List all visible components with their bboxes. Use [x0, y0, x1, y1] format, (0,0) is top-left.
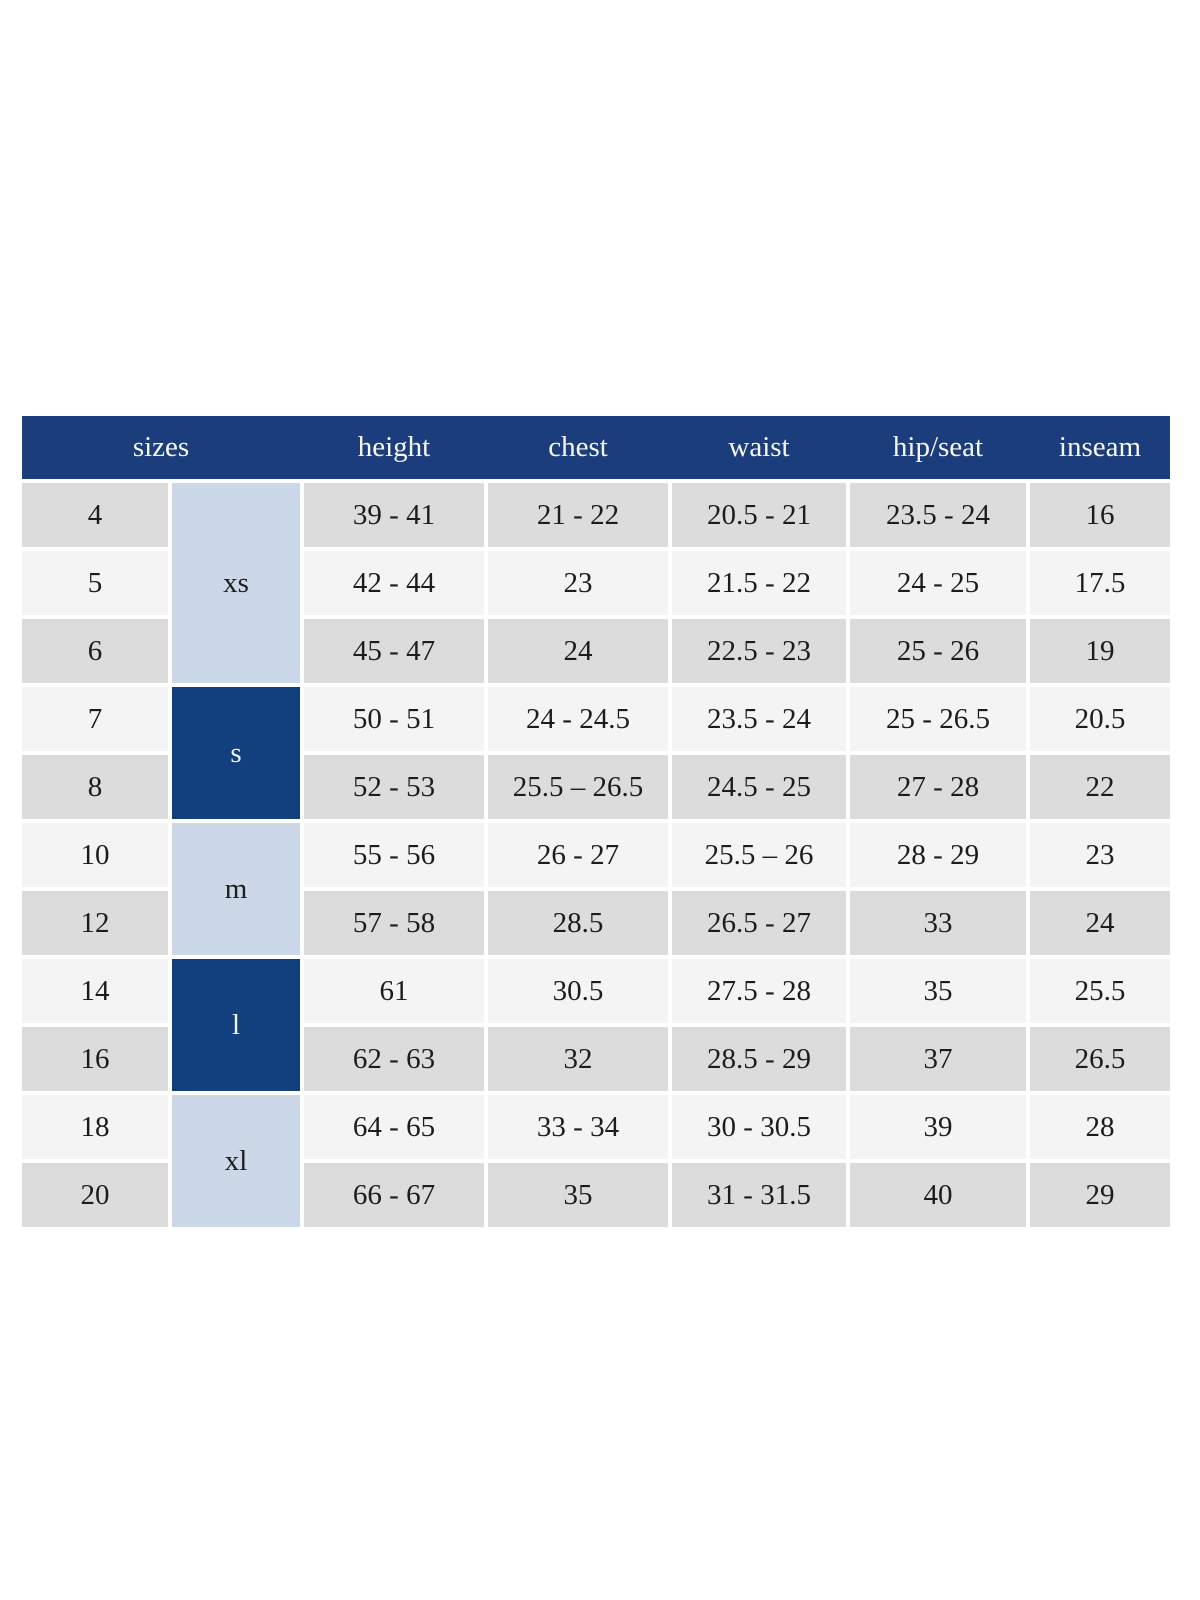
table-row-size-4: 4 xs 39 - 41 21 - 22 20.5 - 21 23.5 - 24…	[22, 483, 1171, 683]
cell-inseam: 26.5	[1030, 1027, 1171, 1091]
size-group-xs: xs	[172, 483, 300, 683]
cell-hip-seat: 25 - 26.5	[850, 687, 1026, 751]
header-waist: waist	[728, 431, 790, 463]
cell-chest: 35	[488, 1163, 668, 1227]
cell-waist: 21.5 - 22	[672, 551, 846, 615]
cell-hip-seat: 33	[850, 891, 1026, 955]
cell-size: 20	[22, 1163, 168, 1227]
cell-height: 42 - 44	[304, 551, 484, 615]
cell-waist: 30 - 30.5	[672, 1095, 846, 1159]
cell-chest: 26 - 27	[488, 823, 668, 887]
cell-height: 50 - 51	[304, 687, 484, 751]
cell-waist: 27.5 - 28	[672, 959, 846, 1023]
cell-waist: 25.5 – 26	[672, 823, 846, 887]
size-group-l: l	[172, 959, 300, 1091]
cell-waist: 31 - 31.5	[672, 1163, 846, 1227]
cell-size: 16	[22, 1027, 168, 1091]
table-header-bar: sizes height chest waist hip/seat inseam	[22, 416, 1171, 479]
cell-hip-seat: 23.5 - 24	[850, 483, 1026, 547]
cell-waist: 23.5 - 24	[672, 687, 846, 751]
cell-size: 7	[22, 687, 168, 751]
cell-inseam: 16	[1030, 483, 1171, 547]
table-row-size-14: 14 l 61 30.5 27.5 - 28 35 25.5	[22, 959, 1171, 1091]
cell-hip-seat: 27 - 28	[850, 755, 1026, 819]
cell-height: 64 - 65	[304, 1095, 484, 1159]
table-row-size-12: 12 57 - 58 28.5 26.5 - 27 33 24	[22, 891, 1171, 955]
cell-inseam: 19	[1030, 619, 1171, 683]
cell-height: 62 - 63	[304, 1027, 484, 1091]
cell-chest: 23	[488, 551, 668, 615]
cell-chest: 24	[488, 619, 668, 683]
cell-height: 57 - 58	[304, 891, 484, 955]
table-row-size-5: 5 42 - 44 23 21.5 - 22 24 - 25 17.5	[22, 551, 1171, 615]
cell-chest: 32	[488, 1027, 668, 1091]
table-row-size-16: 16 62 - 63 32 28.5 - 29 37 26.5	[22, 1027, 1171, 1091]
cell-size: 8	[22, 755, 168, 819]
cell-height: 55 - 56	[304, 823, 484, 887]
cell-inseam: 20.5	[1030, 687, 1171, 751]
cell-size: 6	[22, 619, 168, 683]
table-row-size-20: 20 66 - 67 35 31 - 31.5 40 29	[22, 1163, 1171, 1227]
header-height: height	[357, 431, 431, 463]
cell-chest: 21 - 22	[488, 483, 668, 547]
cell-chest: 25.5 – 26.5	[488, 755, 668, 819]
cell-height: 45 - 47	[304, 619, 484, 683]
size-group-xl: xl	[172, 1095, 300, 1227]
table-row-size-18: 18 xl 64 - 65 33 - 34 30 - 30.5 39 28	[22, 1095, 1171, 1227]
header-labels: sizes height chest waist hip/seat inseam	[22, 416, 1170, 479]
cell-inseam: 23	[1030, 823, 1171, 887]
cell-size: 10	[22, 823, 168, 887]
cell-waist: 20.5 - 21	[672, 483, 846, 547]
cell-chest: 28.5	[488, 891, 668, 955]
size-chart-table: sizes height chest waist hip/seat inseam…	[18, 412, 1174, 1231]
cell-hip-seat: 35	[850, 959, 1026, 1023]
cell-size: 5	[22, 551, 168, 615]
cell-height: 39 - 41	[304, 483, 484, 547]
header-hip-seat: hip/seat	[892, 431, 984, 463]
cell-hip-seat: 37	[850, 1027, 1026, 1091]
cell-inseam: 17.5	[1030, 551, 1171, 615]
cell-inseam: 24	[1030, 891, 1171, 955]
table-row-size-7: 7 s 50 - 51 24 - 24.5 23.5 - 24 25 - 26.…	[22, 687, 1171, 819]
cell-inseam: 22	[1030, 755, 1171, 819]
table-row-size-6: 6 45 - 47 24 22.5 - 23 25 - 26 19	[22, 619, 1171, 683]
size-group-m: m	[172, 823, 300, 955]
cell-hip-seat: 40	[850, 1163, 1026, 1227]
header-sizes: sizes	[132, 431, 190, 463]
cell-height: 61	[304, 959, 484, 1023]
cell-height: 52 - 53	[304, 755, 484, 819]
cell-chest: 24 - 24.5	[488, 687, 668, 751]
table-header-row: sizes height chest waist hip/seat inseam	[22, 416, 1171, 479]
cell-size: 14	[22, 959, 168, 1023]
cell-waist: 26.5 - 27	[672, 891, 846, 955]
cell-inseam: 29	[1030, 1163, 1171, 1227]
cell-hip-seat: 24 - 25	[850, 551, 1026, 615]
cell-chest: 33 - 34	[488, 1095, 668, 1159]
cell-hip-seat: 39	[850, 1095, 1026, 1159]
cell-hip-seat: 28 - 29	[850, 823, 1026, 887]
cell-waist: 28.5 - 29	[672, 1027, 846, 1091]
cell-hip-seat: 25 - 26	[850, 619, 1026, 683]
cell-size: 18	[22, 1095, 168, 1159]
header-inseam: inseam	[1058, 431, 1142, 463]
cell-height: 66 - 67	[304, 1163, 484, 1227]
cell-waist: 24.5 - 25	[672, 755, 846, 819]
cell-size: 12	[22, 891, 168, 955]
table-row-size-8: 8 52 - 53 25.5 – 26.5 24.5 - 25 27 - 28 …	[22, 755, 1171, 819]
table-row-size-10: 10 m 55 - 56 26 - 27 25.5 – 26 28 - 29 2…	[22, 823, 1171, 955]
cell-inseam: 25.5	[1030, 959, 1171, 1023]
header-chest: chest	[548, 431, 608, 463]
size-group-s: s	[172, 687, 300, 819]
cell-inseam: 28	[1030, 1095, 1171, 1159]
cell-waist: 22.5 - 23	[672, 619, 846, 683]
cell-size: 4	[22, 483, 168, 547]
size-chart: sizes height chest waist hip/seat inseam…	[18, 412, 1182, 1231]
cell-chest: 30.5	[488, 959, 668, 1023]
